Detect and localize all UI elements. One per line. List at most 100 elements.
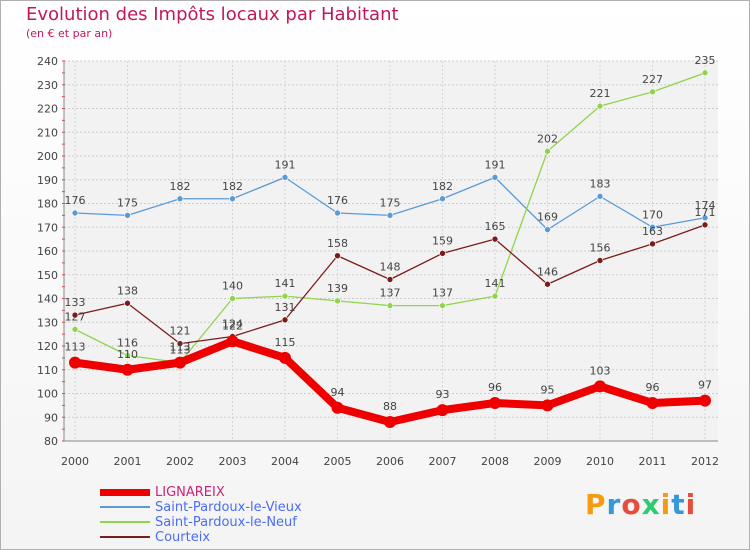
data-label: 176 xyxy=(65,194,86,207)
data-point xyxy=(176,195,184,203)
data-label: 159 xyxy=(432,234,453,247)
data-label: 115 xyxy=(275,336,296,349)
data-label: 141 xyxy=(485,277,506,290)
x-tick-label: 2002 xyxy=(166,455,194,468)
data-point xyxy=(386,212,394,219)
x-tick-label: 2008 xyxy=(481,455,509,468)
data-label: 183 xyxy=(590,177,611,190)
data-point xyxy=(71,209,79,217)
data-label: 141 xyxy=(275,277,296,290)
plot-area xyxy=(64,61,718,441)
data-point xyxy=(174,356,186,369)
data-label: 170 xyxy=(642,208,663,221)
data-label: 182 xyxy=(170,180,191,193)
x-tick-label: 2000 xyxy=(61,455,89,468)
y-tick-label: 100 xyxy=(37,388,58,401)
data-label: 113 xyxy=(170,341,191,354)
logo-letter: x xyxy=(641,488,661,521)
data-label: 176 xyxy=(327,194,348,207)
x-tick-label: 2001 xyxy=(114,455,142,468)
y-tick-label: 240 xyxy=(37,55,58,68)
data-point xyxy=(439,250,446,257)
legend-swatch xyxy=(100,536,150,538)
data-point xyxy=(386,276,394,283)
data-point xyxy=(596,193,604,200)
data-point xyxy=(121,363,134,376)
data-point xyxy=(649,88,656,96)
y-tick-label: 210 xyxy=(37,126,58,139)
y-tick-label: 120 xyxy=(37,340,58,353)
data-label: 121 xyxy=(170,325,191,338)
data-point xyxy=(334,297,341,305)
logo-letter: i xyxy=(685,488,697,521)
data-point xyxy=(279,351,291,364)
data-point xyxy=(226,335,239,348)
data-label: 97 xyxy=(698,379,712,392)
data-label: 103 xyxy=(590,364,611,377)
data-label: 94 xyxy=(331,386,345,399)
logo-letter: i xyxy=(660,488,672,521)
data-label: 139 xyxy=(327,282,348,295)
data-label: 165 xyxy=(485,220,506,233)
data-point xyxy=(281,316,289,324)
chart-title: Evolution des Impôts locaux par Habitant xyxy=(26,4,399,25)
data-label: 110 xyxy=(117,348,138,361)
data-label: 163 xyxy=(642,225,663,238)
data-label: 138 xyxy=(117,284,138,297)
data-label: 148 xyxy=(380,261,401,274)
data-point xyxy=(544,280,551,288)
data-label: 96 xyxy=(646,381,660,394)
data-point xyxy=(544,226,551,233)
legend-swatch xyxy=(100,521,150,523)
data-label: 191 xyxy=(485,158,506,171)
x-tick-label: 2004 xyxy=(271,455,299,468)
data-point xyxy=(386,302,394,309)
data-label: 171 xyxy=(695,206,716,219)
data-point xyxy=(334,209,341,217)
x-tick-label: 2009 xyxy=(534,455,562,468)
y-tick-label: 90 xyxy=(44,411,58,424)
data-point xyxy=(701,214,709,222)
logo-letter: P xyxy=(585,488,607,521)
data-label: 113 xyxy=(65,341,86,354)
data-point xyxy=(69,356,81,369)
data-label: 221 xyxy=(590,87,611,100)
data-point xyxy=(436,404,449,417)
chart-subtitle: (en € et par an) xyxy=(26,27,113,40)
logo-letter: t xyxy=(671,488,686,521)
data-label: 202 xyxy=(537,132,558,145)
data-point xyxy=(544,147,551,155)
x-tick-label: 2010 xyxy=(586,455,614,468)
x-tick-label: 2012 xyxy=(691,455,719,468)
x-tick-label: 2007 xyxy=(429,455,457,468)
data-point xyxy=(491,174,499,181)
data-label: 137 xyxy=(380,287,401,300)
data-label: 182 xyxy=(432,180,453,193)
data-label: 169 xyxy=(537,211,558,224)
data-point xyxy=(229,195,236,203)
data-point xyxy=(596,102,604,110)
data-point xyxy=(281,174,289,181)
data-point xyxy=(489,397,501,409)
y-tick-label: 160 xyxy=(37,245,58,258)
data-label: 191 xyxy=(275,158,296,171)
data-point xyxy=(124,352,131,359)
data-label: 156 xyxy=(590,242,611,255)
data-point xyxy=(649,223,656,231)
data-point xyxy=(281,292,289,300)
y-tick-label: 180 xyxy=(37,198,58,211)
data-point xyxy=(124,212,131,219)
data-label: 93 xyxy=(436,388,450,401)
data-point xyxy=(699,394,711,407)
data-point xyxy=(701,69,709,77)
x-tick-label: 2005 xyxy=(324,455,352,468)
data-label: 113 xyxy=(170,344,191,357)
data-point xyxy=(491,235,499,243)
data-point xyxy=(439,302,446,309)
data-label: 140 xyxy=(222,280,243,293)
data-point xyxy=(596,257,604,264)
data-label: 146 xyxy=(537,265,558,278)
data-point xyxy=(334,252,341,260)
data-label: 235 xyxy=(695,54,716,67)
